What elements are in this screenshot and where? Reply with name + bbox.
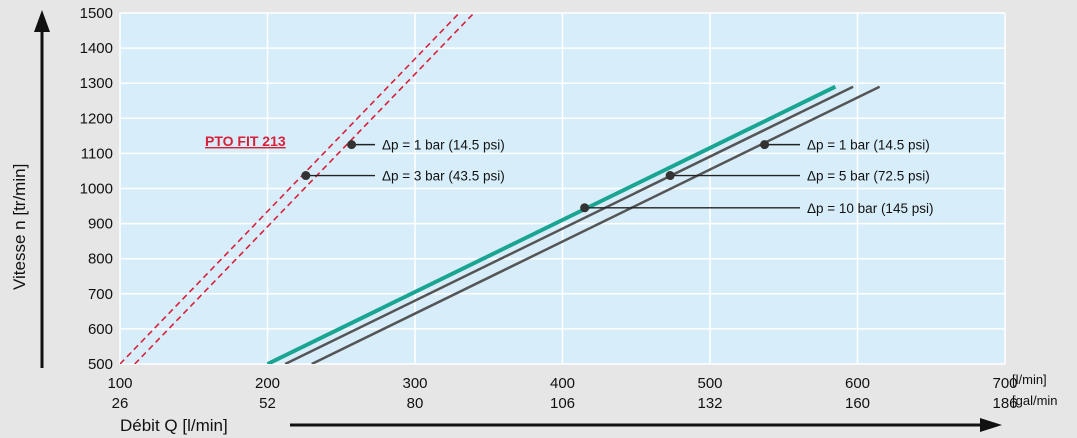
annotation-point <box>665 171 675 181</box>
annotation-point <box>301 171 311 181</box>
annotation-label: Δp = 1 bar (14.5 psi) <box>807 138 930 153</box>
x-tick-label-gal: 160 <box>845 395 870 412</box>
y-tick-label: 1500 <box>80 5 113 22</box>
x-tick-label-gal: 186 <box>992 395 1017 412</box>
x-tick-label-gal: 52 <box>259 395 276 412</box>
y-axis-title: Vitesse n [tr/min] <box>10 164 29 290</box>
x-axis-title: Débit Q [l/min] <box>120 416 228 435</box>
x-tick-label-gal: 132 <box>697 395 722 412</box>
grid <box>119 12 1006 365</box>
annotation-point <box>760 140 770 150</box>
annotation-label: Δp = 5 bar (72.5 psi) <box>807 169 930 184</box>
x-tick-label: 600 <box>845 375 870 392</box>
y-tick-label: 500 <box>88 356 113 373</box>
x-tick-label-gal: 80 <box>407 395 424 412</box>
pto-fit-213-label: PTO FIT 213 <box>205 133 286 149</box>
x-unit-primary: [l/min] <box>1012 372 1047 387</box>
y-tick-label: 1100 <box>81 145 113 162</box>
y-tick-labels: 500 600 700 800 900 1000 1100 1200 1300 1400 1500 <box>80 5 113 373</box>
annotation-label: Δp = 1 bar (14.5 psi) <box>382 138 505 153</box>
annotation-point <box>347 140 357 150</box>
y-tick-label: 1200 <box>80 110 113 127</box>
series-line <box>284 85 854 364</box>
series-line <box>134 13 475 364</box>
annotation-label: Δp = 3 bar (43.5 psi) <box>382 169 505 184</box>
x-tick-label-gal: 26 <box>112 395 129 412</box>
y-tick-label: 900 <box>88 216 113 233</box>
y-tick-label: 600 <box>88 321 113 338</box>
annotation-point <box>580 203 590 213</box>
x-tick-label: 300 <box>402 375 427 392</box>
x-axis-arrow <box>290 418 1002 432</box>
series-group <box>120 13 881 364</box>
x-tick-label: 400 <box>550 375 575 392</box>
y-tick-label: 1400 <box>80 40 113 57</box>
y-tick-label: 1000 <box>80 181 113 198</box>
y-tick-label: 800 <box>88 251 113 268</box>
series-line <box>311 85 881 364</box>
annotation-label: Δp = 10 bar (145 psi) <box>807 201 933 216</box>
x-tick-label: 100 <box>107 375 132 392</box>
x-tick-labels: 100 26 200 52 300 80 400 106 500 132 600 160 700 186 <box>107 375 1017 412</box>
annotations: Δp = 1 bar (14.5 psi) Δp = 3 bar (43.5 ps… <box>301 138 933 216</box>
x-unit-secondary: [gal/min <box>1012 393 1058 408</box>
x-tick-label: 700 <box>992 375 1017 392</box>
x-tick-label-gal: 106 <box>550 395 575 412</box>
x-tick-label: 200 <box>255 375 280 392</box>
series-line <box>266 84 837 364</box>
x-tick-label: 500 <box>697 375 722 392</box>
y-tick-label: 700 <box>88 286 113 303</box>
series-line <box>120 13 460 364</box>
y-axis-arrow <box>34 10 50 368</box>
y-tick-label: 1300 <box>80 75 113 92</box>
